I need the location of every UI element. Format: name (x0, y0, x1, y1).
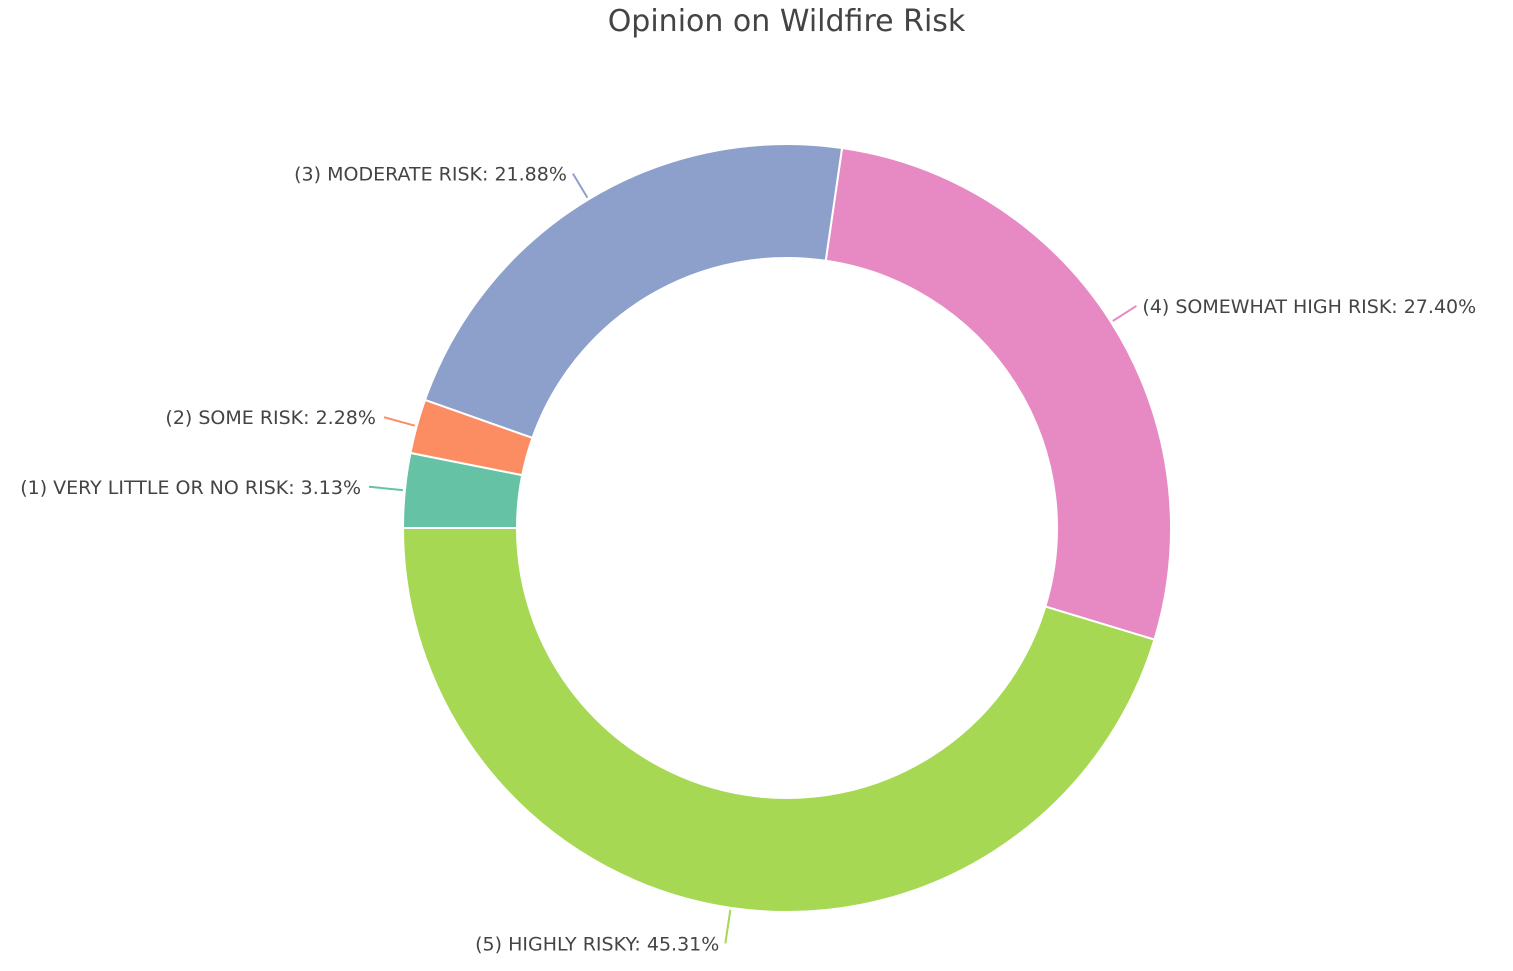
slice-5[interactable] (401, 527, 1156, 914)
chart-title: Opinion on Wildfire Risk (607, 4, 966, 39)
leader-line-3 (572, 173, 589, 199)
slice-3[interactable] (423, 143, 844, 440)
labels-layer: (5) HIGHLY RISKY: 45.31% (4) SOMEWHAT HIG… (20, 164, 1476, 956)
leader-line-4 (1112, 305, 1137, 322)
slice-1[interactable] (401, 451, 524, 529)
slice-label-3: (3) MODERATE RISK: 21.88% (294, 164, 567, 186)
leader-line-2 (383, 416, 416, 427)
slice-label-2: (2) SOME RISK: 2.28% (165, 407, 376, 429)
leader-lines-layer (368, 173, 1137, 944)
leader-line-5 (724, 909, 732, 944)
slice-label-1: (1) VERY LITTLE OR NO RISK: 3.13% (20, 477, 361, 499)
slices-layer (401, 143, 1173, 914)
slice-label-4: (4) SOMEWHAT HIGH RISK: 27.40% (1142, 296, 1476, 318)
slice-4[interactable] (824, 146, 1173, 641)
slice-label-5: (5) HIGHLY RISKY: 45.31% (475, 933, 719, 955)
leader-line-1 (368, 485, 403, 492)
